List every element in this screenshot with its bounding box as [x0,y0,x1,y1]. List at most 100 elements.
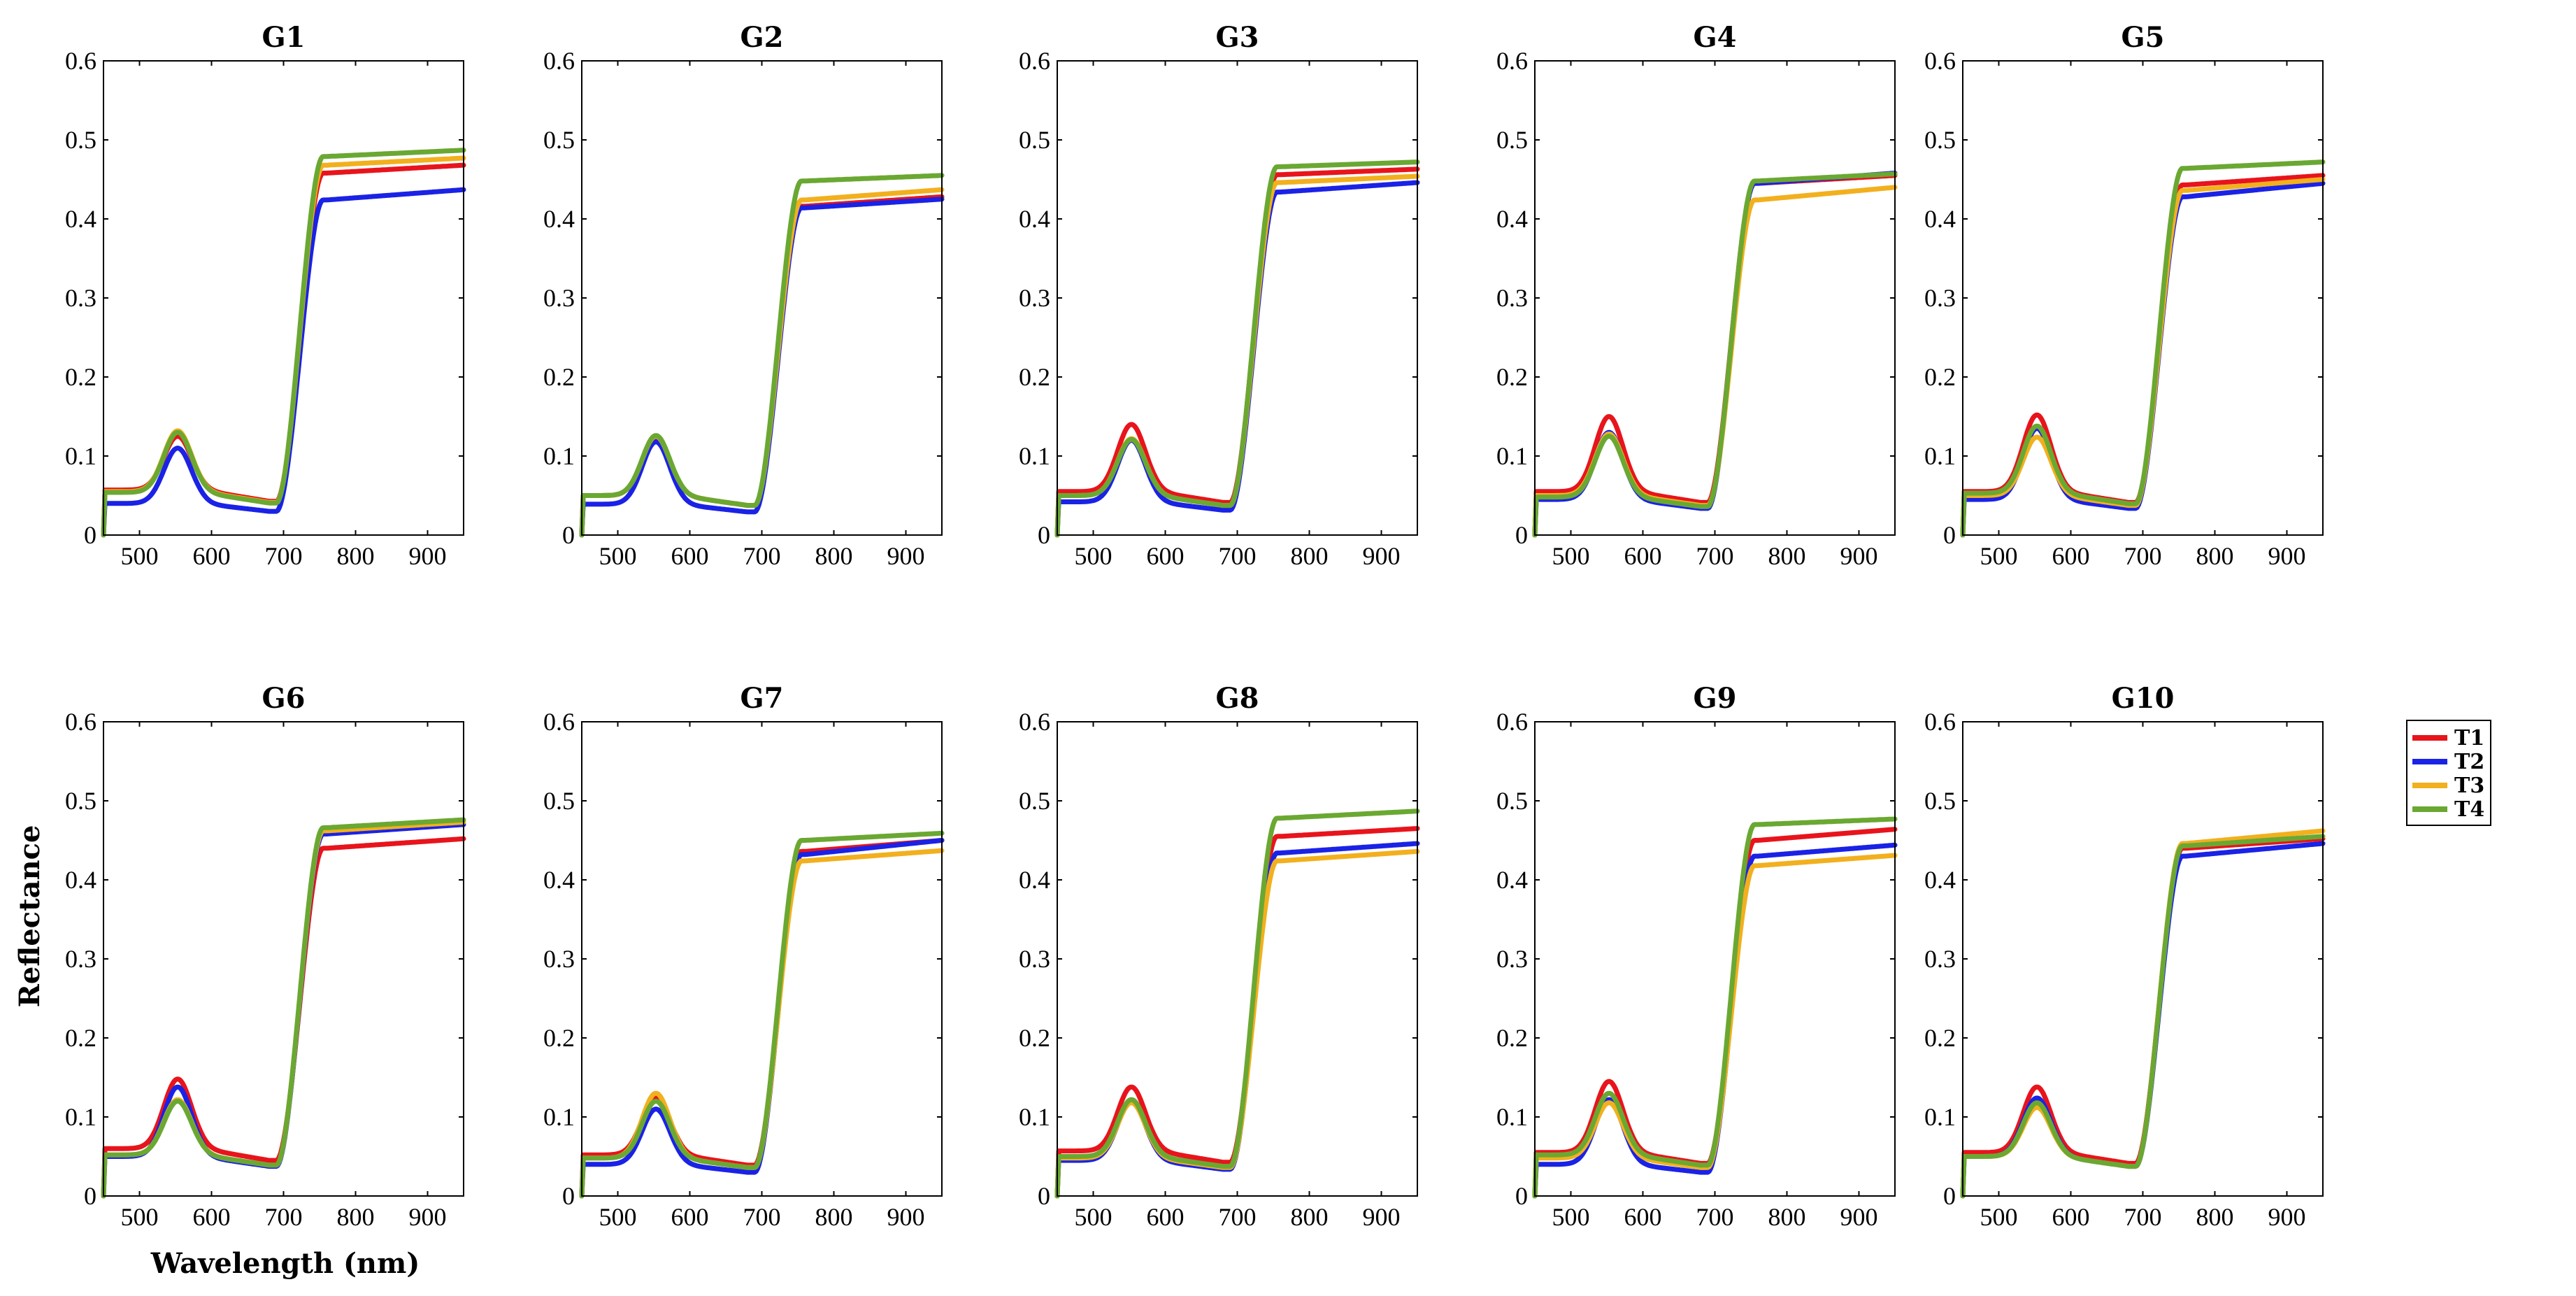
panel-g3: G3 0 0.1 0.2 0.3 0.4 0.5 0.6 500 600 700 800 900 [1019,21,1420,570]
panel-g1: G1 0 0.1 0.2 0.3 0.4 0.5 0.6 500 600 700 800 900 [65,21,466,570]
panel-g5: G5 0 0.1 0.2 0.3 0.4 0.5 0.6 500 600 700 800 900 [1924,21,2326,570]
y-tick-label: 0.4 [1924,866,1956,894]
y-tick-label: 0.2 [543,363,575,391]
x-tick-label: 500 [599,542,637,570]
x-tick-label: 900 [2268,1203,2306,1231]
y-tick-label: 0.6 [1924,47,1956,75]
y-tick-label: 0.1 [1924,1103,1956,1131]
x-tick-label: 800 [1768,1203,1806,1231]
x-tick-label: 500 [1980,1203,2018,1231]
y-tick-label: 0.3 [543,945,575,973]
x-tick-label: 600 [193,1203,231,1231]
y-tick-label: 0.5 [65,787,96,815]
y-tick-label: 0 [84,521,96,549]
y-tick-label: 0.4 [1496,205,1528,233]
y-tick-label: 0.2 [1496,1024,1528,1052]
series-line-t4 [101,148,466,538]
panel-title: G9 [1694,682,1737,715]
y-tick-label: 0.6 [1924,708,1956,736]
legend-label-t4: T4 [2454,797,2484,822]
y-tick-label: 0 [84,1182,96,1210]
plot-frame [581,721,943,1197]
y-tick-label: 0.2 [1924,363,1956,391]
panel-title: G10 [2112,682,2175,715]
y-tick-label: 0.4 [543,866,575,894]
y-tick-label: 0.1 [1019,442,1050,470]
x-tick-label: 600 [1624,1203,1662,1231]
x-tick-label: 600 [671,542,709,570]
x-tick-label: 900 [887,542,925,570]
y-tick-label: 0.6 [65,47,96,75]
x-tick-label: 700 [2124,542,2162,570]
panel-title: G7 [740,682,784,715]
x-tick-label: 600 [671,1203,709,1231]
x-tick-label: 600 [2052,542,2090,570]
x-tick-label: 700 [2124,1203,2162,1231]
y-tick-label: 0.3 [65,945,96,973]
y-tick-label: 0 [1515,521,1528,549]
x-tick-label: 700 [265,1203,303,1231]
panel-g4: G4 0 0.1 0.2 0.3 0.4 0.5 0.6 500 600 700 800 900 [1496,21,1898,570]
y-tick-label: 0 [1943,521,1956,549]
y-tick-label: 0.1 [543,1103,575,1131]
y-tick-label: 0 [1038,1182,1050,1210]
y-tick-label: 0.1 [1496,1103,1528,1131]
panel-title: G6 [262,682,306,715]
panel-g6: G6 0 0.1 0.2 0.3 0.4 0.5 0.6 500 600 700 800 900 [65,682,466,1231]
x-tick-label: 500 [121,1203,159,1231]
x-tick-label: 500 [1075,1203,1112,1231]
x-tick-label: 800 [815,1203,853,1231]
y-tick-label: 0.2 [543,1024,575,1052]
x-tick-label: 800 [337,542,375,570]
legend-label-t1: T1 [2454,726,2484,750]
series-line-t4 [101,817,466,1199]
series-line-t4 [1532,816,1898,1199]
x-tick-label: 700 [265,542,303,570]
panel-g10: G10 0 0.1 0.2 0.3 0.4 0.5 0.6 500 600 700 800 900 [1924,682,2326,1231]
y-tick-label: 0.6 [1019,47,1050,75]
legend-label-t3: T3 [2454,774,2484,798]
x-tick-label: 600 [1147,542,1185,570]
y-tick-label: 0.6 [65,708,96,736]
x-tick-label: 800 [1291,542,1329,570]
y-tick-label: 0.1 [1924,442,1956,470]
x-tick-label: 900 [887,1203,925,1231]
y-tick-label: 0.5 [543,126,575,154]
y-tick-label: 0 [562,521,575,549]
x-tick-label: 500 [1552,542,1590,570]
y-tick-label: 0.1 [1019,1103,1050,1131]
y-tick-label: 0.5 [1496,126,1528,154]
x-tick-label: 500 [599,1203,637,1231]
x-tick-label: 900 [1363,1203,1401,1231]
x-tick-label: 800 [2196,542,2234,570]
y-tick-label: 0.4 [1924,205,1956,233]
x-tick-label: 700 [743,1203,781,1231]
y-tick-label: 0 [1943,1182,1956,1210]
y-tick-label: 0.2 [65,1024,96,1052]
y-tick-label: 0.2 [1924,1024,1956,1052]
y-tick-label: 0.2 [65,363,96,391]
panel-g9: G9 0 0.1 0.2 0.3 0.4 0.5 0.6 500 600 700 800 900 [1496,682,1898,1231]
x-tick-label: 600 [2052,1203,2090,1231]
y-tick-label: 0.1 [65,442,96,470]
x-tick-label: 600 [1624,542,1662,570]
panel-title: G1 [262,21,306,54]
y-tick-label: 0.3 [1924,945,1956,973]
x-tick-label: 800 [2196,1203,2234,1231]
y-axis-label: Reflectance [13,825,46,1008]
panel-title: G8 [1216,682,1259,715]
y-tick-label: 0.3 [65,284,96,312]
y-tick-label: 0.5 [65,126,96,154]
y-tick-label: 0.3 [1496,284,1528,312]
y-tick-label: 0.1 [543,442,575,470]
y-tick-label: 0.4 [65,866,96,894]
y-tick-label: 0.3 [1019,284,1050,312]
x-tick-label: 900 [2268,542,2306,570]
y-tick-label: 0.3 [1496,945,1528,973]
panel-g2: G2 0 0.1 0.2 0.3 0.4 0.5 0.6 500 600 700 800 900 [543,21,945,570]
x-tick-label: 500 [1075,542,1112,570]
x-tick-label: 500 [121,542,159,570]
y-tick-label: 0.5 [543,787,575,815]
